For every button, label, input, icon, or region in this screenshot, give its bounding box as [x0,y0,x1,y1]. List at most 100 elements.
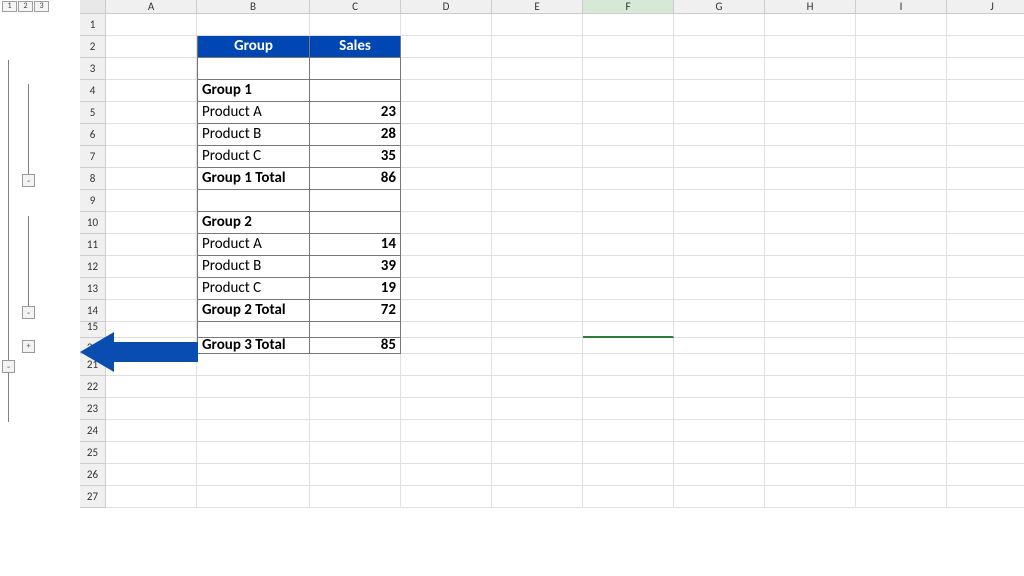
cell[interactable] [310,398,401,420]
group3-total-value[interactable]: 85 [310,338,401,354]
cell[interactable] [310,420,401,442]
cell[interactable] [197,322,310,338]
cell[interactable] [583,376,674,398]
row-header[interactable]: 5 [80,102,106,124]
cell[interactable] [947,146,1024,168]
cell[interactable] [947,376,1024,398]
cell[interactable] [106,278,197,300]
expand-group3-button[interactable]: + [22,340,35,353]
cell[interactable] [856,354,947,376]
cell[interactable] [401,486,492,508]
row-header[interactable]: 23 [80,398,106,420]
cell[interactable] [106,146,197,168]
cell[interactable] [856,14,947,36]
cell[interactable] [401,36,492,58]
cell[interactable] [401,300,492,322]
cell[interactable] [947,354,1024,376]
row-header[interactable]: 20 [80,338,106,354]
row-header[interactable]: 25 [80,442,106,464]
cell[interactable] [947,124,1024,146]
row-header[interactable]: 2 [80,36,106,58]
col-header-B[interactable]: B [197,0,310,14]
cell[interactable] [310,80,401,102]
product-name[interactable]: Product B [197,124,310,146]
cell[interactable] [310,464,401,486]
cell[interactable] [583,14,674,36]
cell[interactable] [856,376,947,398]
col-header-F[interactable]: F [583,0,674,14]
cell[interactable] [947,278,1024,300]
cell[interactable] [856,486,947,508]
cell[interactable] [401,322,492,338]
collapse-group2-button[interactable]: - [22,306,35,319]
cell[interactable] [947,36,1024,58]
cell[interactable] [947,442,1024,464]
cell[interactable] [856,300,947,322]
cell[interactable] [765,338,856,354]
cell[interactable] [947,234,1024,256]
cell[interactable] [106,398,197,420]
row-header[interactable]: 10 [80,212,106,234]
cell[interactable] [583,190,674,212]
row-header[interactable]: 22 [80,376,106,398]
cell[interactable] [674,14,765,36]
row-header[interactable]: 14 [80,300,106,322]
product-sales[interactable]: 39 [310,256,401,278]
cell[interactable] [856,102,947,124]
cell[interactable] [856,212,947,234]
cell[interactable] [674,212,765,234]
col-header-H[interactable]: H [765,0,856,14]
cell[interactable] [765,322,856,338]
product-name[interactable]: Product C [197,278,310,300]
cell[interactable] [197,58,310,80]
col-header-J[interactable]: J [947,0,1024,14]
cell[interactable] [947,256,1024,278]
cell[interactable] [674,190,765,212]
cell[interactable] [583,124,674,146]
cell[interactable] [401,354,492,376]
cell[interactable] [674,300,765,322]
cell[interactable] [401,102,492,124]
cell[interactable] [674,80,765,102]
product-sales[interactable]: 28 [310,124,401,146]
cell[interactable] [583,354,674,376]
cell[interactable] [106,168,197,190]
cell[interactable] [765,486,856,508]
cell[interactable] [583,442,674,464]
cell[interactable] [674,464,765,486]
product-name[interactable]: Product A [197,234,310,256]
cell[interactable] [197,376,310,398]
cell[interactable] [765,376,856,398]
col-header-A[interactable]: A [106,0,197,14]
cell[interactable] [106,420,197,442]
cell[interactable] [674,168,765,190]
cell[interactable] [856,58,947,80]
cell[interactable] [765,124,856,146]
cell[interactable] [674,36,765,58]
cell[interactable] [583,168,674,190]
cell[interactable] [492,486,583,508]
group2-title[interactable]: Group 2 [197,212,310,234]
cell[interactable] [583,80,674,102]
cell[interactable] [765,278,856,300]
cell[interactable] [856,398,947,420]
cell[interactable] [947,464,1024,486]
cell[interactable] [947,338,1024,354]
col-header-C[interactable]: C [310,0,401,14]
cell[interactable] [310,58,401,80]
row-header[interactable]: 3 [80,58,106,80]
cell[interactable] [947,102,1024,124]
cell[interactable] [106,234,197,256]
select-all-corner[interactable] [80,0,106,14]
cell[interactable] [856,124,947,146]
cell[interactable] [765,80,856,102]
outline-level-1-button[interactable]: 1 [2,1,17,12]
outline-level-3-button[interactable]: 3 [34,1,49,12]
row-header[interactable]: 13 [80,278,106,300]
cell[interactable] [947,398,1024,420]
cell[interactable] [492,102,583,124]
cell[interactable] [765,256,856,278]
cell[interactable] [401,376,492,398]
cell[interactable] [197,354,310,376]
cell[interactable] [106,36,197,58]
